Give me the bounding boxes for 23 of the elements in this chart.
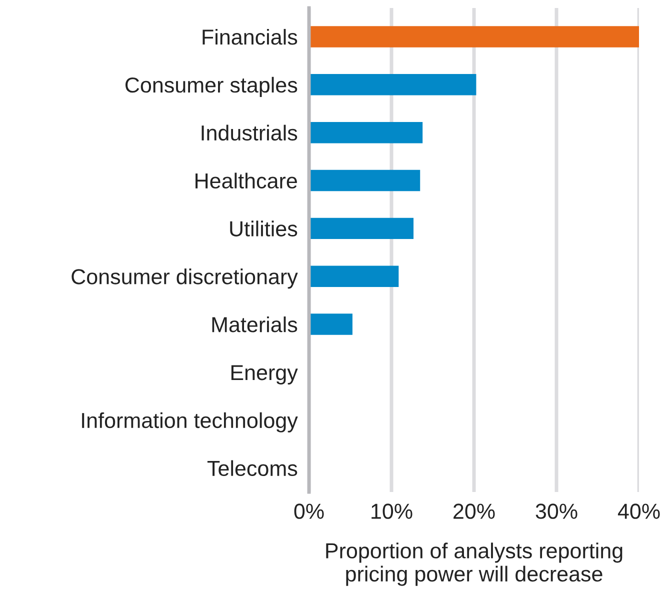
x-axis-title: Proportion of analysts reporting pricing power will decrease bbox=[326, 542, 622, 586]
y-tick-label: Financials bbox=[202, 28, 298, 45]
x-tick-label: 20% bbox=[454, 504, 495, 519]
x-tick-label: 10% bbox=[372, 504, 412, 519]
y-tick-label: Utilities bbox=[230, 220, 298, 236]
bar bbox=[309, 122, 423, 144]
bar bbox=[309, 218, 414, 240]
y-tick-label: Industrials bbox=[202, 124, 298, 141]
y-tick-label: Materials bbox=[212, 316, 298, 332]
y-tick-label: Healthcare bbox=[196, 172, 297, 189]
x-tick-label: 40% bbox=[618, 504, 660, 519]
y-tick-label: Telecoms bbox=[207, 460, 298, 476]
x-tick-label: 0% bbox=[294, 504, 324, 519]
bar bbox=[309, 26, 639, 48]
y-tick-label: Consumer discretionary bbox=[72, 268, 298, 289]
bar bbox=[309, 266, 399, 287]
y-tick-label: Energy bbox=[231, 365, 298, 384]
bar bbox=[309, 74, 476, 96]
y-tick-label: Consumer staples bbox=[126, 76, 298, 97]
x-tick-label: 30% bbox=[536, 504, 578, 519]
bar bbox=[309, 314, 352, 335]
y-tick-label: Information technology bbox=[82, 412, 298, 432]
bar bbox=[309, 170, 420, 192]
